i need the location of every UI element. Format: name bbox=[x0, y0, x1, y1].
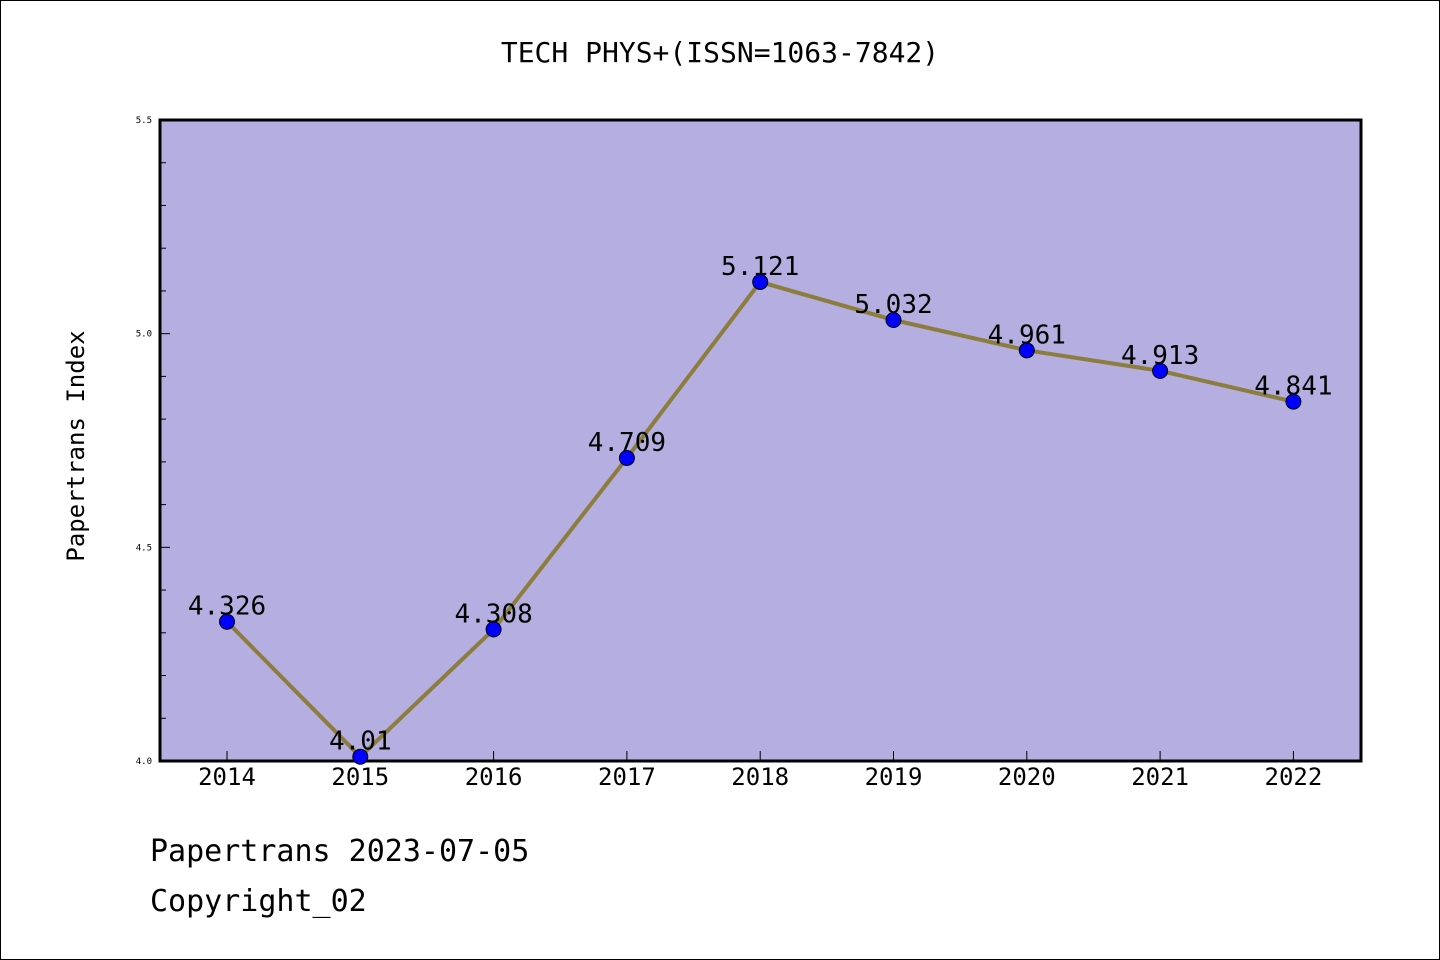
data-point bbox=[485, 621, 502, 638]
data-label: 5.032 bbox=[854, 290, 932, 320]
data-point bbox=[352, 748, 369, 765]
data-point bbox=[1285, 393, 1302, 410]
y-tick-label: 5.5 bbox=[136, 116, 152, 126]
footer-date: Papertrans 2023-07-05 bbox=[150, 834, 530, 869]
x-tick-label: 2014 bbox=[198, 763, 256, 791]
x-tick-label: 2019 bbox=[865, 763, 923, 791]
y-axis: 4.0 4.5 5.0 5.5 bbox=[136, 116, 170, 767]
data-point bbox=[219, 613, 235, 630]
y-tick-label: 4.5 bbox=[136, 543, 152, 553]
y-axis-label: Papertrans Index bbox=[62, 330, 90, 561]
x-tick-label: 2020 bbox=[998, 763, 1056, 791]
y-tick-label: 4.0 bbox=[136, 757, 152, 767]
x-tick-label: 2021 bbox=[1131, 763, 1189, 791]
data-point bbox=[1018, 342, 1035, 359]
x-tick-label: 2016 bbox=[465, 763, 523, 791]
plot-area bbox=[158, 118, 1363, 763]
data-label: 5.121 bbox=[721, 252, 799, 282]
data-label: 4.841 bbox=[1254, 372, 1332, 402]
x-tick-label: 2015 bbox=[331, 763, 389, 791]
x-tick-label: 2017 bbox=[598, 763, 656, 791]
data-label: 4.913 bbox=[1121, 341, 1199, 371]
series-group bbox=[219, 273, 1302, 765]
data-label: 4.709 bbox=[588, 428, 666, 458]
data-label: 4.326 bbox=[188, 592, 266, 622]
data-label: 4.01 bbox=[329, 727, 392, 757]
x-tick-label: 2018 bbox=[731, 763, 789, 791]
data-point bbox=[1152, 362, 1169, 379]
y-tick-label: 5.0 bbox=[136, 330, 152, 340]
data-point bbox=[618, 450, 635, 467]
data-point bbox=[752, 273, 769, 290]
data-labels-group: 4.326 4.01 4.308 4.709 5.121 5.032 4.961 4.913 4… bbox=[188, 252, 1333, 757]
data-label: 4.308 bbox=[454, 599, 532, 629]
data-point bbox=[885, 311, 902, 328]
footer-copyright: Copyright_02 bbox=[150, 884, 367, 919]
x-tick-label: 2022 bbox=[1265, 763, 1323, 791]
chart-title: TECH PHYS+(ISSN=1063-7842) bbox=[500, 36, 940, 69]
x-axis: 2014 2015 2016 2017 2018 2019 2020 2021 2022 bbox=[198, 751, 1322, 791]
data-label: 4.961 bbox=[988, 320, 1066, 350]
